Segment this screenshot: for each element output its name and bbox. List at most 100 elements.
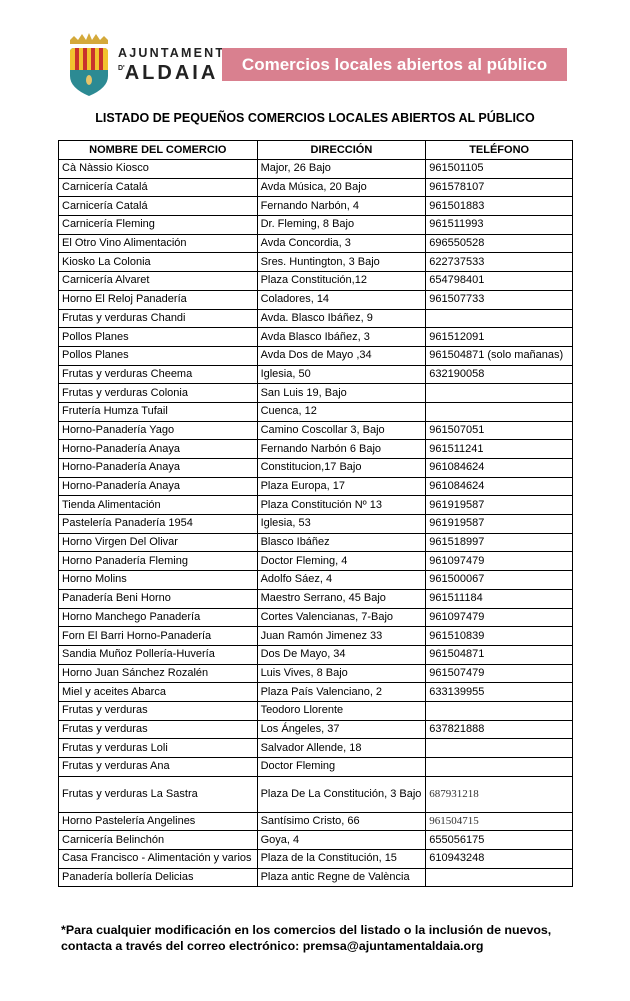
shop-address-cell: Teodoro Llorente: [256, 700, 427, 721]
shop-name-cell: Carnicería Alvaret: [58, 271, 258, 291]
table-row: El Otro Vino Alimentación Avda Concordia,…: [58, 233, 573, 254]
table-row: Horno Virgen Del Olivar Blasco Ibáñez 9615…: [58, 532, 573, 553]
table-row: Frutas y verduras Loli Salvador Allende, …: [58, 738, 573, 758]
table-row: Sandia Muñoz Pollería-Huvería Dos De Mayo…: [58, 644, 573, 665]
table-row: Pollos Planes Avda Blasco Ibáñez, 3 961512…: [58, 327, 573, 347]
table-row: Frutas y verduras La Sastra Plaza De La C…: [58, 775, 573, 813]
table-row: Frutas y verduras Teodoro Llorente: [58, 700, 573, 721]
shop-address-cell: Constitucion,17 Bajo: [256, 458, 427, 478]
shop-address-cell: Plaza País Valenciano, 2: [256, 682, 427, 702]
table-row: Frutas y verduras Colonia San Luis 19, Ba…: [58, 383, 573, 403]
table-row: Carnicería Belinchón Goya, 4 655056175: [58, 830, 573, 851]
shop-address-cell: Salvador Allende, 18: [256, 738, 427, 758]
shop-name-cell: El Otro Vino Alimentación: [58, 233, 258, 254]
shop-phone-cell: 961511184: [425, 588, 573, 609]
shop-address-cell: Iglesia, 50: [256, 364, 427, 385]
shop-address-cell: Avda Dos de Mayo ,34: [256, 345, 427, 366]
shop-phone-cell: [425, 867, 573, 888]
shop-phone-cell: 961084624: [425, 476, 573, 497]
document-title: LISTADO DE PEQUEÑOS COMERCIOS LOCALES AB…: [95, 111, 535, 125]
table-row: Kiosko La Colonia Sres. Huntington, 3 Baj…: [58, 252, 573, 273]
shop-address-cell: Doctor Fleming, 4: [256, 551, 427, 572]
table-row: Frutas y verduras Ana Doctor Fleming: [58, 757, 573, 777]
shop-address-cell: Maestro Serrano, 45 Bajo: [256, 588, 427, 609]
shop-phone-cell: 622737533: [425, 252, 573, 273]
table-row: Carnicería Catalá Fernando Narbón, 4 96150…: [58, 196, 573, 217]
table-row: Horno Pastelería Angelines Santísimo Cris…: [58, 811, 573, 832]
table-header-row: NOMBRE DEL COMERCIO DIRECCIÓN TELÉFONO: [58, 140, 573, 160]
shop-phone-cell: 655056175: [425, 830, 573, 851]
shop-name-cell: Horno-Panadería Anaya: [58, 439, 258, 459]
shop-name-cell: Horno Pastelería Angelines: [58, 811, 258, 832]
shop-address-cell: Fernando Narbón, 4: [256, 196, 427, 217]
shop-name-cell: Pollos Planes: [58, 345, 258, 366]
shop-address-cell: Plaza Constitución Nº 13: [256, 495, 427, 516]
shop-phone-cell: 961511993: [425, 215, 573, 235]
shop-name-cell: Horno Manchego Panadería: [58, 607, 258, 628]
shop-phone-cell: 961510839: [425, 626, 573, 646]
shop-address-cell: Luis Vives, 8 Bajo: [256, 663, 427, 684]
shop-name-cell: Sandia Muñoz Pollería-Huvería: [58, 644, 258, 665]
logo-line2: D'ALDAIA: [118, 62, 225, 85]
shop-phone-cell: 961511241: [425, 439, 573, 459]
shop-phone-cell: 961504871: [425, 644, 573, 665]
table-row: Horno-Panadería Anaya Plaza Europa, 17 961…: [58, 476, 573, 497]
shop-name-cell: Horno-Panadería Yago: [58, 420, 258, 441]
shop-name-cell: Casa Francisco - Alimentación y varios: [58, 849, 258, 869]
shop-name-cell: Pastelería Panadería 1954: [58, 514, 258, 534]
table-row: Casa Francisco - Alimentación y varios Pl…: [58, 849, 573, 869]
footer-line2: contacta a través del correo electrónico…: [61, 939, 484, 953]
header-banner: Comercios locales abiertos al público: [222, 48, 567, 81]
table-row: Tienda Alimentación Plaza Constitución Nº…: [58, 495, 573, 516]
shop-name-cell: Carnicería Catalá: [58, 177, 258, 198]
shop-name-cell: Frutas y verduras La Sastra: [58, 775, 258, 813]
shop-phone-cell: [425, 308, 573, 329]
logo-wordmark: AJUNTAMENT D'ALDAIA: [118, 46, 225, 85]
shop-name-cell: Tienda Alimentación: [58, 495, 258, 516]
shop-address-cell: Plaza antic Regne de València: [256, 867, 427, 888]
shop-name-cell: Carnicería Belinchón: [58, 830, 258, 851]
shop-name-cell: Frutas y verduras Chandi: [58, 308, 258, 329]
shop-phone-cell: 961578107: [425, 177, 573, 198]
column-header-phone: TELÉFONO: [425, 140, 573, 160]
shop-address-cell: Adolfo Sáez, 4: [256, 570, 427, 590]
shop-name-cell: Frutas y verduras: [58, 719, 258, 740]
shop-name-cell: Forn El Barri Horno-Panadería: [58, 626, 258, 646]
table-row: Carnicería Catalá Avda Música, 20 Bajo 961…: [58, 177, 573, 198]
shop-phone-cell: 961507733: [425, 289, 573, 310]
shop-name-cell: Cà Nàssio Kiosco: [58, 159, 258, 179]
table-row: Cà Nàssio Kiosco Major, 26 Bajo 961501105: [58, 159, 573, 179]
shop-phone-cell: 961504715: [425, 811, 573, 832]
shop-phone-cell: [425, 700, 573, 721]
shop-name-cell: Frutas y verduras Loli: [58, 738, 258, 758]
table-row: Frutas y verduras Chandi Avda. Blasco Ibá…: [58, 308, 573, 329]
shop-phone-cell: 961518997: [425, 532, 573, 553]
table-row: Frutas y verduras Los Ángeles, 37 63782188…: [58, 719, 573, 740]
shop-name-cell: Horno Molins: [58, 570, 258, 590]
table-row: Panadería bollería Delicias Plaza antic R…: [58, 867, 573, 888]
shop-phone-cell: [425, 757, 573, 777]
shop-name-cell: Panadería Beni Horno: [58, 588, 258, 609]
shop-phone-cell: 687931218: [425, 775, 573, 813]
shop-address-cell: Santísimo Cristo, 66: [256, 811, 427, 832]
shop-address-cell: Los Ángeles, 37: [256, 719, 427, 740]
shop-phone-cell: 654798401: [425, 271, 573, 291]
table-row: Carnicería Fleming Dr. Fleming, 8 Bajo 961…: [58, 215, 573, 235]
shop-name-cell: Pollos Planes: [58, 327, 258, 347]
shop-name-cell: Carnicería Catalá: [58, 196, 258, 217]
shop-phone-cell: 610943248: [425, 849, 573, 869]
shop-phone-cell: 961919587: [425, 495, 573, 516]
shop-address-cell: Avda Blasco Ibáñez, 3: [256, 327, 427, 347]
shop-address-cell: Plaza de la Constitución, 15: [256, 849, 427, 869]
footer-line1: *Para cualquier modificación en los come…: [61, 923, 552, 937]
table-row: Horno-Panadería Anaya Constitucion,17 Baj…: [58, 458, 573, 478]
shop-phone-cell: 961097479: [425, 607, 573, 628]
shop-address-cell: Doctor Fleming: [256, 757, 427, 777]
table-row: Horno-Panadería Anaya Fernando Narbón 6 B…: [58, 439, 573, 459]
table-row: Forn El Barri Horno-Panadería Juan Ramón …: [58, 626, 573, 646]
table-row: Carnicería Alvaret Plaza Constitución,12 6…: [58, 271, 573, 291]
shop-phone-cell: [425, 401, 573, 422]
table-row: Frutas y verduras Cheema Iglesia, 50 63219…: [58, 364, 573, 385]
shop-phone-cell: [425, 383, 573, 403]
shop-address-cell: Dr. Fleming, 8 Bajo: [256, 215, 427, 235]
